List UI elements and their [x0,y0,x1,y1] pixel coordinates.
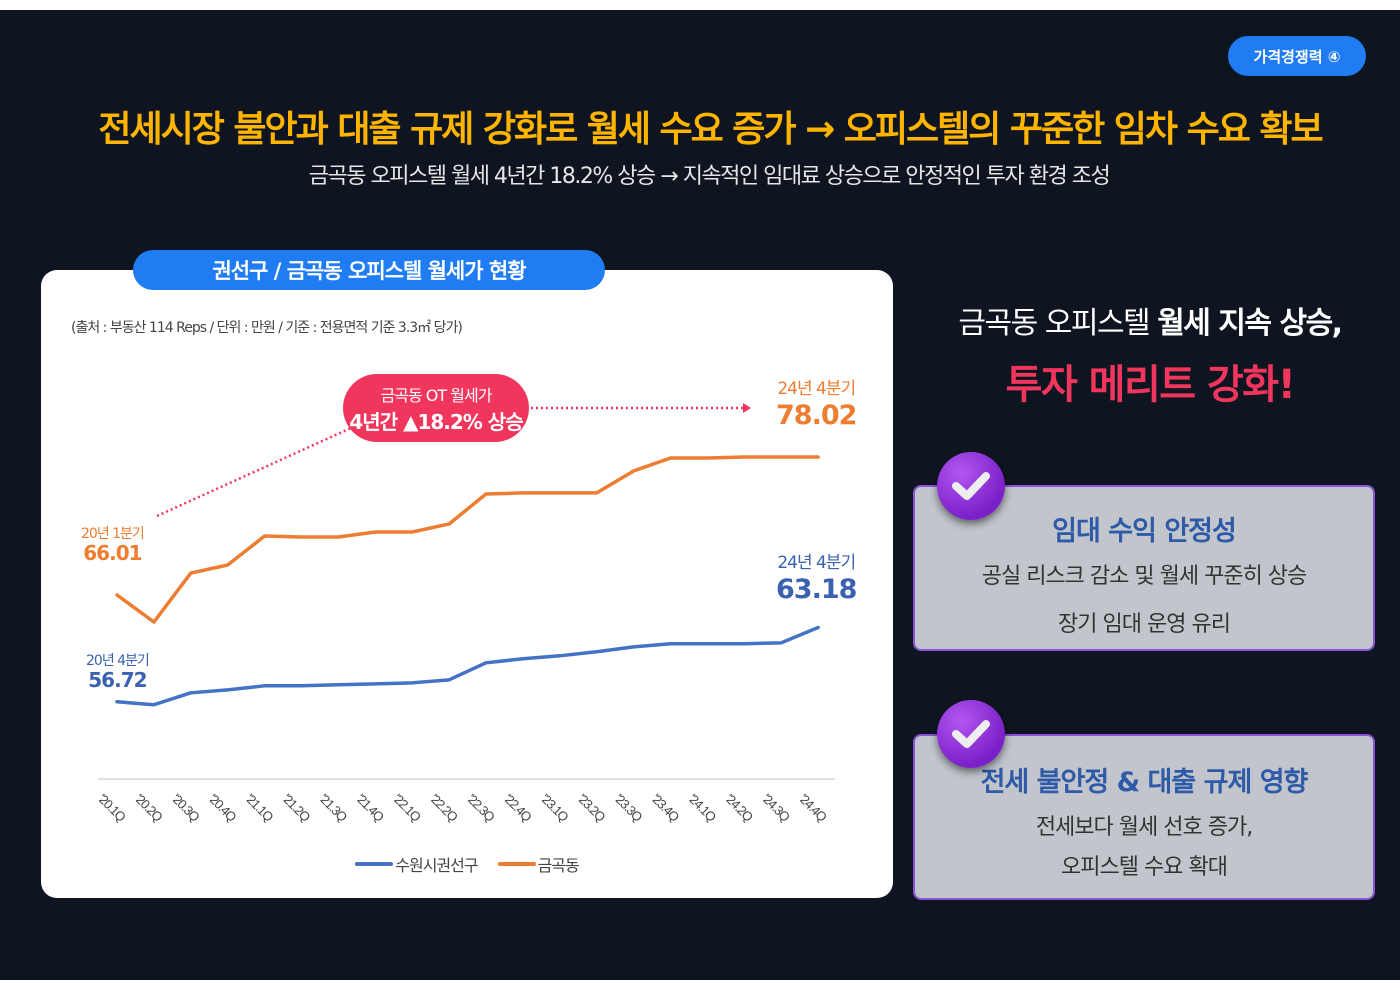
x-tick-label: '23.3Q [612,791,646,825]
legend-swatch [355,862,394,866]
benefit-box-1: 임대 수익 안정성 공실 리스크 감소 및 월세 꾸준히 상승 장기 임대 운영… [913,485,1375,651]
x-tick-label: '23.4Q [649,791,683,825]
check-icon [937,452,1005,520]
benefit-line: 장기 임대 운영 유리 [1058,612,1231,637]
annotation-value: 66.01 [83,541,142,566]
source-note: (출처 : 부동산 114 Reps / 단위 : 만원 / 기준 : 전용면적… [71,320,463,336]
right-heading: 금곡동 오피스텔 월세 지속 상승, 투자 메리트 강화! [920,298,1380,410]
x-tick-label: '21.1Q [243,791,277,825]
x-tick-label: '20.4Q [206,791,240,825]
series-line-suwon-gwonseon [115,625,820,707]
line-chart: '20.1Q '20.2Q '20.3Q '20.4Q '21.1Q '21.2Q '21.… [95,403,835,825]
x-tick-label: '24.3Q [759,791,793,825]
x-tick-label: '20.3Q [169,791,203,825]
x-tick-label: '24.1Q [686,791,720,825]
growth-callout: 금곡동 OT 월세가 4년간 ▲18.2% 상승 [343,374,529,442]
x-tick-label: '22.4Q [501,791,535,825]
callout-connector [156,426,352,518]
page-subtitle: 금곡동 오피스텔 월세 4년간 18.2% 상승 → 지속적인 임대료 상승으로… [308,164,1111,189]
series-line-geumgok [115,455,820,624]
legend-label: 금곡동 [537,856,580,875]
benefit-line: 공실 리스크 감소 및 월세 꾸준히 상승 [981,564,1308,589]
section-badge: 가격경쟁력 ④ [1228,36,1366,76]
annotation-label: 24년 4분기 [777,553,856,573]
callout-line1: 금곡동 OT 월세가 [380,385,493,405]
heading-normal: 금곡동 오피스텔 [958,306,1158,341]
x-tick-label: '22.1Q [390,791,424,825]
heading-highlight: 투자 메리트 강화! [1005,362,1296,408]
annotation-value: 78.02 [776,399,857,431]
benefit-line: 전세보다 월세 선호 증가, [1035,815,1253,840]
legend-item-orange: 금곡동 [497,852,580,876]
check-icon [937,700,1005,768]
x-tick-label: '24.4Q [796,791,830,825]
annotation-blue-start: 20년 4분기 56.72 [86,653,150,693]
x-tick-label: '21.3Q [317,791,351,825]
benefit-title: 임대 수익 안정성 [1052,516,1237,547]
x-tick-label: '23.1Q [538,791,572,825]
legend-swatch [497,862,536,866]
page-title: 전세시장 불안과 대출 규제 강화로 월세 수요 증가 → 오피스텔의 꾸준한 … [98,109,1323,150]
annotation-orange-start: 20년 1분기 66.01 [81,526,145,566]
benefit-line: 오피스텔 수요 확대 [1061,855,1228,880]
annotation-value: 63.18 [776,573,857,605]
arrow-head-icon [743,403,751,413]
legend-label: 수원시권선구 [395,856,478,875]
x-tick-label: '23.2Q [575,791,609,825]
x-tick-label: '22.3Q [464,791,498,825]
annotation-value: 56.72 [88,668,147,693]
chart-card-title: 권선구 / 금곡동 오피스텔 월세가 현황 [133,250,605,290]
annotation-orange-end: 24년 4분기 78.02 [776,379,857,431]
callout-line2: 4년간 ▲18.2% 상승 [349,409,523,434]
annotation-label: 24년 4분기 [777,379,856,399]
chart-legend: 수원시권선구 금곡동 [41,852,893,876]
x-tick-label: '24.2Q [722,791,756,825]
x-tick-label: '21.4Q [353,791,387,825]
annotation-label: 20년 1분기 [81,526,145,542]
heading-bold: 월세 지속 상승, [1157,306,1343,341]
x-tick-label: '21.2Q [280,791,314,825]
x-tick-label: '20.1Q [95,791,129,825]
legend-item-blue: 수원시권선구 [355,852,479,876]
heading-line1: 금곡동 오피스텔 월세 지속 상승, [920,298,1380,342]
x-tick-label: '22.2Q [427,791,461,825]
x-tick-label: '20.2Q [132,791,166,825]
chart-card: (출처 : 부동산 114 Reps / 단위 : 만원 / 기준 : 전용면적… [41,270,893,898]
annotation-label: 20년 4분기 [86,653,150,669]
benefit-title: 전세 불안정 & 대출 규제 영향 [980,767,1309,798]
annotation-blue-end: 24년 4분기 63.18 [776,553,857,605]
